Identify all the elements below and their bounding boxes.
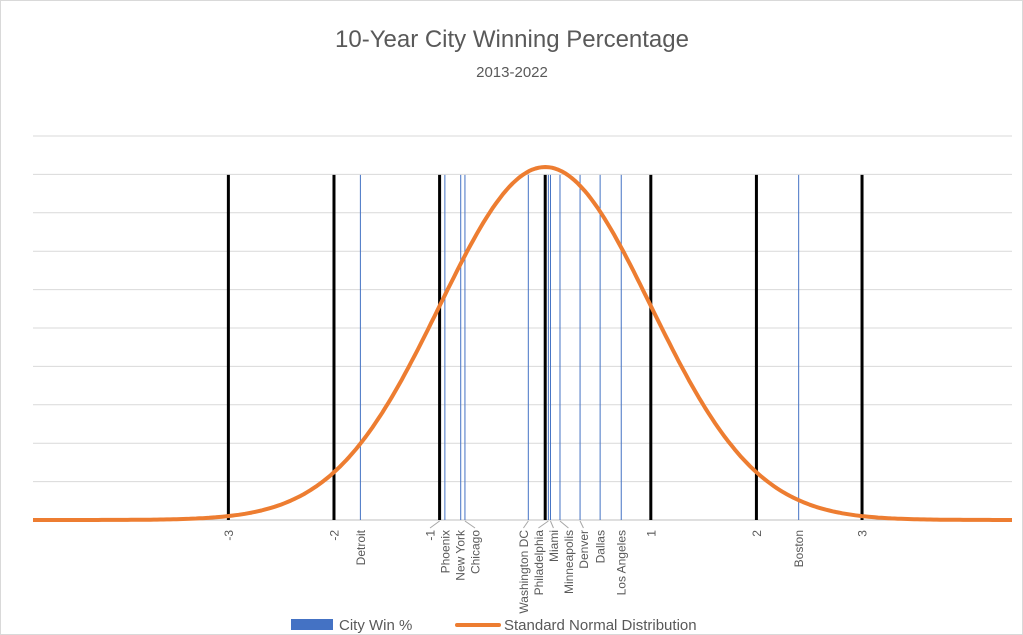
city-label: Detroit	[354, 529, 368, 565]
label-leader-line	[559, 520, 569, 529]
sd-tick-label: 3	[856, 530, 870, 537]
city-label: Dallas	[594, 530, 608, 563]
city-label: Minneapolis	[562, 530, 576, 594]
label-leader-line	[550, 520, 554, 529]
city-label: Chicago	[469, 530, 483, 574]
sd-tick-label: -1	[424, 530, 438, 541]
city-label: Los Angeles	[615, 530, 629, 595]
legend: City Win % Standard Normal Distribution	[291, 617, 697, 634]
city-label: Phoenix	[439, 530, 453, 573]
city-label: Denver	[577, 530, 591, 569]
chart-title: 10-Year City Winning Percentage	[335, 26, 689, 53]
label-leader-line	[429, 520, 440, 529]
sd-tick-label: -2	[328, 530, 342, 541]
label-leader-line	[464, 520, 476, 529]
city-label: Boston	[792, 530, 806, 567]
label-leader-line	[523, 520, 529, 529]
city-label: Miami	[547, 530, 561, 562]
sd-tick-label: -3	[222, 530, 236, 541]
label-leader-line	[538, 520, 549, 529]
sd-tick-label: 2	[750, 530, 764, 537]
sd-tick-label: 1	[644, 530, 658, 537]
label-leader-line	[579, 520, 584, 529]
legend-swatch-city-win	[291, 619, 333, 630]
city-label: New York	[454, 529, 468, 581]
legend-label-city-win: City Win %	[339, 617, 412, 634]
city-label: Washington DC	[517, 530, 531, 614]
city-label: Philadelphia	[532, 530, 546, 596]
normal-distribution-curve	[33, 165, 1012, 522]
legend-label-normal: Standard Normal Distribution	[504, 617, 697, 634]
chart-subtitle: 2013-2022	[476, 64, 548, 81]
